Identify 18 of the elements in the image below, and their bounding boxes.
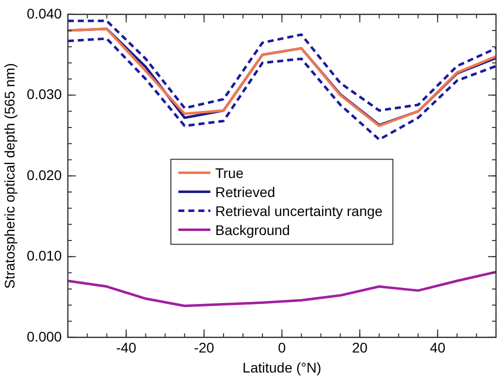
x-tick-label: -40 bbox=[116, 340, 137, 356]
x-tick-label: 20 bbox=[352, 340, 368, 356]
line-series bbox=[68, 37, 496, 141]
x-tick-label: -20 bbox=[194, 340, 214, 356]
line-series bbox=[68, 20, 496, 112]
y-tick-label: 0.000 bbox=[26, 328, 62, 344]
y-axis-title: Stratospheric optical depth (565 nm) bbox=[1, 63, 18, 289]
y-tick-label: 0.030 bbox=[26, 86, 62, 102]
legend-label: True bbox=[215, 164, 244, 183]
legend-label: Background bbox=[215, 220, 290, 240]
y-tick-label: 0.020 bbox=[26, 166, 62, 183]
y-tick-label: 0.040 bbox=[26, 5, 62, 22]
legend-label: Retrieved bbox=[215, 182, 276, 202]
x-tick-label: 0 bbox=[278, 340, 286, 356]
x-tick-label: 40 bbox=[430, 340, 446, 356]
y-tick-label: 0.010 bbox=[26, 248, 62, 264]
legend-label: Retrieval uncertainty range bbox=[215, 202, 383, 221]
x-axis-title: Latitude (°N) bbox=[242, 359, 322, 376]
